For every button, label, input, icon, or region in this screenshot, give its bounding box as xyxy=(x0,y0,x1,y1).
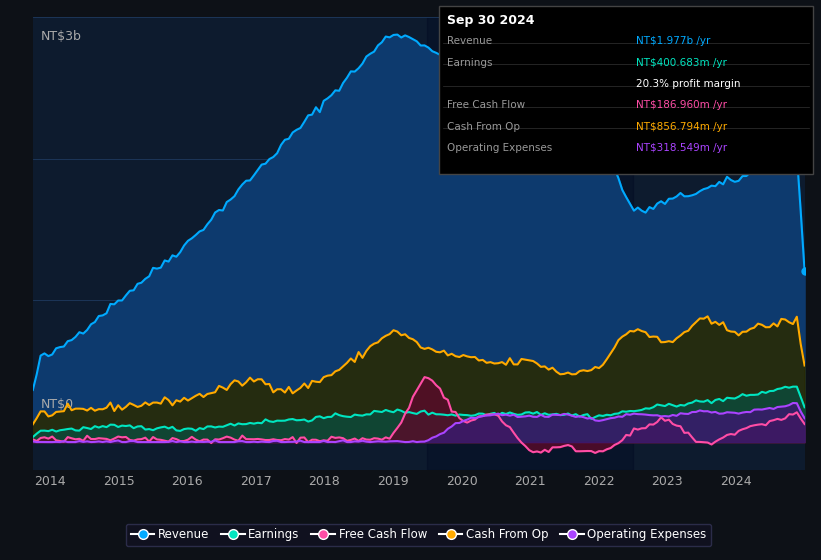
Text: Sep 30 2024: Sep 30 2024 xyxy=(447,14,535,27)
Text: NT$3b: NT$3b xyxy=(40,30,81,44)
Legend: Revenue, Earnings, Free Cash Flow, Cash From Op, Operating Expenses: Revenue, Earnings, Free Cash Flow, Cash … xyxy=(126,524,711,546)
Text: Free Cash Flow: Free Cash Flow xyxy=(447,100,525,110)
Text: Cash From Op: Cash From Op xyxy=(447,122,521,132)
Bar xyxy=(427,17,633,470)
Text: 20.3% profit margin: 20.3% profit margin xyxy=(636,79,741,89)
Text: NT$0: NT$0 xyxy=(40,398,74,412)
Text: Earnings: Earnings xyxy=(447,58,493,68)
Text: NT$400.683m /yr: NT$400.683m /yr xyxy=(636,58,727,68)
Text: Operating Expenses: Operating Expenses xyxy=(447,143,553,153)
Text: NT$318.549m /yr: NT$318.549m /yr xyxy=(636,143,727,153)
Text: NT$1.977b /yr: NT$1.977b /yr xyxy=(636,36,711,46)
Text: NT$856.794m /yr: NT$856.794m /yr xyxy=(636,122,727,132)
Text: Revenue: Revenue xyxy=(447,36,493,46)
Text: NT$186.960m /yr: NT$186.960m /yr xyxy=(636,100,727,110)
